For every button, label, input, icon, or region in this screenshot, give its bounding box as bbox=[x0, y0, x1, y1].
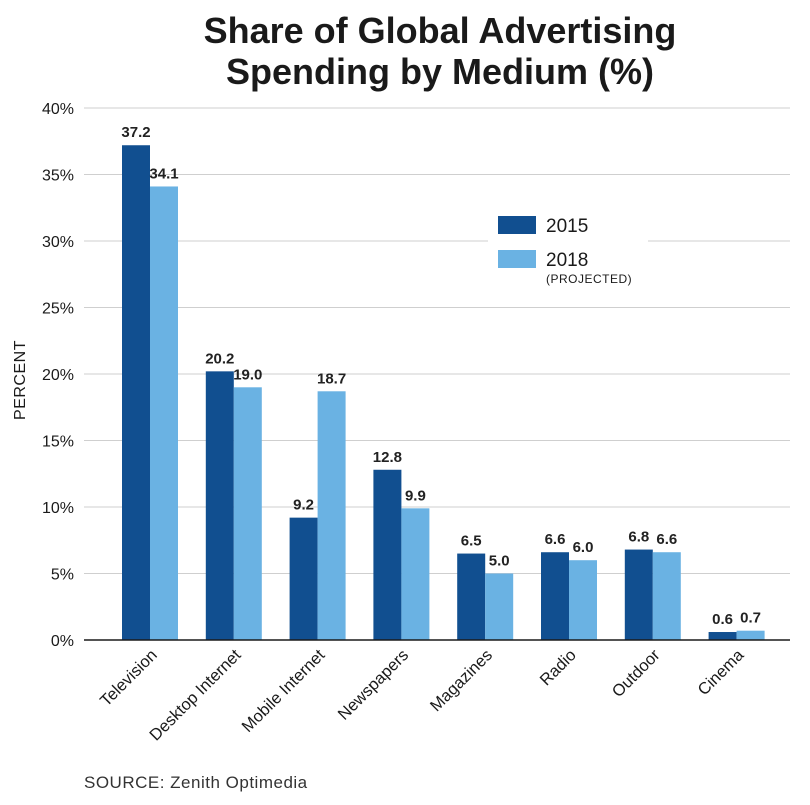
bar-cinema-2015 bbox=[708, 632, 737, 640]
legend-note-projected: (PROJECTED) bbox=[546, 272, 632, 286]
value-label-cinema-2015: 0.6 bbox=[712, 611, 733, 628]
y-tick-label-40: 40% bbox=[42, 101, 74, 118]
legend-swatch-2015 bbox=[498, 216, 536, 234]
bar-desktop-internet-2018 bbox=[233, 387, 262, 640]
bar-newspapers-2015 bbox=[373, 469, 402, 640]
y-axis-title: PERCENT bbox=[12, 340, 29, 420]
bar-outdoor-2015 bbox=[624, 549, 653, 640]
bar-television-2018 bbox=[150, 186, 178, 640]
x-tick-label-radio: Radio bbox=[537, 646, 580, 689]
bar-mobile-internet-2015 bbox=[289, 517, 318, 640]
x-tick-label-newspapers: Newspapers bbox=[335, 646, 413, 724]
value-label-radio-2018: 6.0 bbox=[573, 539, 594, 556]
y-tick-label-15: 15% bbox=[42, 434, 74, 451]
y-axis-ticks: 0% 5% 10% 15% 20% 25% 30% 35% 40% bbox=[42, 101, 74, 650]
value-label-desktop-internet-2015: 20.2 bbox=[205, 350, 234, 367]
y-tick-label-0: 0% bbox=[51, 633, 74, 650]
bar-radio-2018 bbox=[569, 560, 597, 640]
bar-magazines-2015 bbox=[457, 553, 486, 640]
value-label-magazines-2015: 6.5 bbox=[461, 533, 482, 550]
chart-title-line-1: Share of Global Advertising bbox=[204, 10, 677, 51]
x-tick-label-cinema: Cinema bbox=[694, 646, 748, 700]
bars bbox=[122, 145, 765, 641]
bar-radio-2015 bbox=[541, 552, 569, 640]
x-tick-label-outdoor: Outdoor bbox=[609, 646, 664, 701]
y-tick-label-20: 20% bbox=[42, 367, 74, 384]
value-label-magazines-2018: 5.0 bbox=[489, 553, 510, 570]
y-tick-label-5: 5% bbox=[51, 567, 74, 584]
y-tick-label-10: 10% bbox=[42, 500, 74, 517]
gridlines bbox=[84, 107, 790, 574]
value-label-mobile-internet-2015: 9.2 bbox=[293, 497, 314, 514]
x-tick-label-mobile-internet: Mobile Internet bbox=[239, 646, 329, 736]
bar-outdoor-2018 bbox=[652, 552, 681, 640]
value-label-radio-2015: 6.6 bbox=[545, 531, 566, 548]
legend: 2015 2018 (PROJECTED) bbox=[488, 208, 648, 290]
bar-cinema-2018 bbox=[736, 630, 765, 640]
value-label-television-2018: 34.1 bbox=[149, 165, 178, 182]
value-labels: 37.2 34.1 20.219.0 9.2 18.7 12.8 9.9 6.5 5.0 6.6 6… bbox=[121, 124, 761, 628]
source-note: SOURCE: Zenith Optimedia bbox=[84, 773, 308, 792]
value-label-outdoor-2018: 6.6 bbox=[656, 531, 677, 548]
value-label-outdoor-2015: 6.8 bbox=[628, 529, 649, 546]
bar-newspapers-2018 bbox=[401, 508, 430, 640]
value-label-mobile-internet-2018: 18.7 bbox=[317, 370, 346, 387]
value-label-newspapers-2015: 12.8 bbox=[373, 449, 402, 466]
y-tick-label-30: 30% bbox=[42, 234, 74, 251]
legend-label-2015: 2015 bbox=[546, 216, 588, 237]
legend-label-2018: 2018 bbox=[546, 250, 588, 271]
x-tick-label-magazines: Magazines bbox=[427, 646, 496, 715]
bar-desktop-internet-2015 bbox=[205, 371, 234, 640]
value-label-television-2015: 37.2 bbox=[121, 124, 150, 141]
legend-swatch-2018 bbox=[498, 250, 536, 268]
value-label-newspapers-2018: 9.9 bbox=[405, 487, 426, 504]
chart-title-line-2: Spending by Medium (%) bbox=[226, 51, 654, 92]
bar-television-2015 bbox=[122, 145, 150, 641]
x-tick-label-television: Television bbox=[97, 646, 161, 710]
value-label-cinema-2018: 0.7 bbox=[740, 610, 761, 627]
value-label-desktop-internet-2018: 19.0 bbox=[233, 366, 262, 383]
bar-mobile-internet-2018 bbox=[317, 391, 346, 640]
y-tick-label-25: 25% bbox=[42, 301, 74, 318]
y-tick-label-35: 35% bbox=[42, 168, 74, 185]
x-tick-label-desktop-internet: Desktop Internet bbox=[146, 646, 245, 745]
bar-magazines-2018 bbox=[485, 573, 514, 640]
